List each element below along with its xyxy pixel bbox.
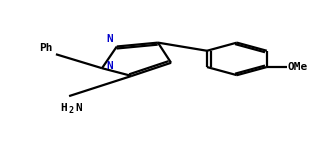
Text: OMe: OMe: [288, 62, 308, 72]
Text: N: N: [106, 61, 113, 71]
Text: H: H: [61, 103, 67, 113]
Text: 2: 2: [68, 106, 73, 115]
Text: N: N: [106, 34, 113, 44]
Text: Ph: Ph: [39, 43, 53, 53]
Text: N: N: [76, 103, 83, 113]
